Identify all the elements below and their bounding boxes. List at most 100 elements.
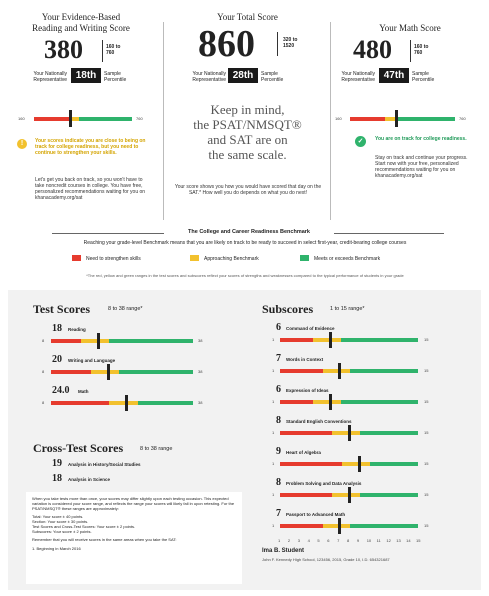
- test-scores-range: 8 to 38 range*: [108, 306, 143, 312]
- test-score-0-max: 38: [198, 338, 203, 343]
- ebrw-scale-bar: [34, 117, 132, 121]
- math-title: Your Math Score: [379, 23, 441, 33]
- total-note: Your score shows you how you would have …: [174, 184, 322, 196]
- math-score-marker: [395, 110, 398, 127]
- benchmark-title: The College and Career Readiness Benchma…: [188, 229, 310, 235]
- test-score-1-label: Writing and Language: [68, 358, 116, 363]
- subscore-axis-tick-14: 14: [406, 538, 411, 543]
- ebrw-warning-text: Your scores indicate you are close to be…: [35, 138, 146, 156]
- subscore-axis-tick-1: 1: [278, 538, 281, 543]
- subscore-2-max: 15: [424, 399, 429, 404]
- subscore-0-min: 1: [272, 337, 275, 342]
- subscore-3-label: Standard English Conventions: [286, 419, 352, 424]
- cross-test-range: 8 to 38 range: [140, 446, 173, 452]
- test-score-2-value: 24.0: [52, 385, 70, 396]
- notes-paragraph-2: Remember that you will receive scores in…: [32, 537, 177, 542]
- ebrw-score-marker: [69, 110, 72, 127]
- test-score-0-min: 8: [42, 338, 45, 343]
- math-scale-max: 760: [459, 116, 466, 121]
- total-percentile-badge: 28th: [228, 68, 258, 83]
- math-range: 160 to 760: [414, 44, 429, 56]
- ebrw-national-label: Your Nationally Representative: [33, 71, 67, 83]
- subscore-5-min: 1: [272, 492, 275, 497]
- test-score-1-max: 38: [198, 369, 203, 374]
- math-score: 480: [353, 35, 392, 64]
- ebrw-score: 380: [44, 35, 83, 64]
- test-score-0-label: Reading: [68, 327, 86, 332]
- total-sample-label: Sample Percentile: [261, 71, 284, 83]
- warning-icon: !: [17, 139, 27, 149]
- test-score-2-max: 38: [198, 400, 203, 405]
- subscore-axis-tick-12: 12: [386, 538, 391, 543]
- legend-red-label: Need to strengthen skills: [86, 256, 141, 262]
- ebrw-scale-max: 760: [136, 116, 143, 121]
- ebrw-body-text: Let's get you back on track, so you won'…: [35, 177, 146, 201]
- subscore-6-value: 7: [276, 508, 281, 519]
- ebrw-sample-label: Sample Percentile: [104, 71, 127, 83]
- subscore-4-min: 1: [272, 461, 275, 466]
- subscore-2-label: Expression of Ideas: [286, 388, 329, 393]
- legend-yellow-swatch: [190, 255, 199, 261]
- cross-test-score-science: 18: [52, 473, 62, 484]
- student-school: John F. Kennedy High School, 123456, 201…: [262, 557, 390, 562]
- subscore-5-value: 8: [276, 477, 281, 488]
- test-score-1-min: 8: [42, 369, 45, 374]
- subscore-axis-tick-7: 7: [337, 538, 340, 543]
- test-score-1-bar: [51, 370, 193, 374]
- subscores-title: Subscores: [262, 302, 314, 316]
- subscore-4-value: 9: [276, 446, 281, 457]
- ebrw-percentile-badge: 18th: [71, 68, 101, 83]
- subscore-0-value: 6: [276, 322, 281, 333]
- test-score-1-value: 20: [52, 354, 62, 365]
- subscore-1-marker: [338, 363, 342, 379]
- total-range: 320 to 1520: [283, 37, 298, 49]
- subscore-axis-tick-6: 6: [327, 538, 330, 543]
- subscore-6-label: Passport to Advanced Math: [286, 512, 346, 517]
- notes-paragraph-1: When you take tests more than once, your…: [32, 496, 235, 511]
- total-national-label: Your Nationally Representative: [192, 71, 226, 83]
- subscore-5-max: 15: [424, 492, 429, 497]
- student-name: Ima B. Student: [262, 548, 305, 554]
- ebrw-scale-min: 160: [18, 116, 25, 121]
- subscore-5-label: Problem Solving and Data Analysis: [286, 481, 362, 486]
- test-score-2-min: 8: [42, 400, 45, 405]
- math-national-label: Your Nationally Representative: [341, 71, 375, 83]
- subscore-5-bar: [280, 493, 418, 497]
- math-scale-min: 160: [335, 116, 342, 121]
- test-score-2-label: Math: [78, 389, 89, 394]
- subscore-2-value: 6: [276, 384, 281, 395]
- test-score-0-marker: [96, 333, 100, 349]
- legend-red-swatch: [72, 255, 81, 261]
- subscore-6-bar: [280, 524, 418, 528]
- benchmark-desc: Reaching your grade-level Benchmark mean…: [83, 240, 407, 246]
- subscore-axis-tick-11: 11: [376, 538, 381, 543]
- subscore-3-value: 8: [276, 415, 281, 426]
- subscore-axis-tick-2: 2: [287, 538, 291, 543]
- subscore-3-max: 15: [424, 430, 429, 435]
- ebrw-title: Your Evidence-Based Reading and Writing …: [32, 12, 130, 33]
- math-sample-label: Sample Percentile: [412, 71, 435, 83]
- subscore-1-value: 7: [276, 353, 281, 364]
- math-body-text: Stay on track and continue your progress…: [375, 155, 468, 179]
- subscore-axis-tick-10: 10: [366, 538, 372, 543]
- subscore-axis-tick-3: 3: [297, 538, 300, 543]
- subscore-4-max: 15: [424, 461, 429, 466]
- subscores-range: 1 to 15 range*: [330, 306, 365, 312]
- subscore-3-marker: [348, 425, 351, 441]
- test-score-0-bar: [51, 339, 193, 343]
- subscore-axis-tick-13: 13: [396, 538, 401, 543]
- subscore-0-bar: [280, 338, 418, 342]
- subscore-axis-tick-9: 9: [356, 538, 360, 543]
- subscore-4-label: Heart of Algebra: [286, 450, 321, 455]
- subscore-axis-tick-15: 15: [416, 538, 421, 543]
- subscore-0-marker: [328, 332, 332, 348]
- check-icon: ✓: [355, 136, 366, 147]
- legend-green-swatch: [300, 255, 309, 261]
- subscore-axis-tick-5: 5: [317, 538, 320, 543]
- subscore-0-max: 15: [424, 337, 429, 342]
- subscore-axis-tick-8: 8: [347, 538, 350, 543]
- cross-test-score-history: 19: [52, 458, 62, 469]
- cross-test-title: Cross-Test Scores: [33, 441, 124, 455]
- cross-test-label-science: Analysis in Science: [68, 477, 111, 482]
- subscore-2-bar: [280, 400, 418, 404]
